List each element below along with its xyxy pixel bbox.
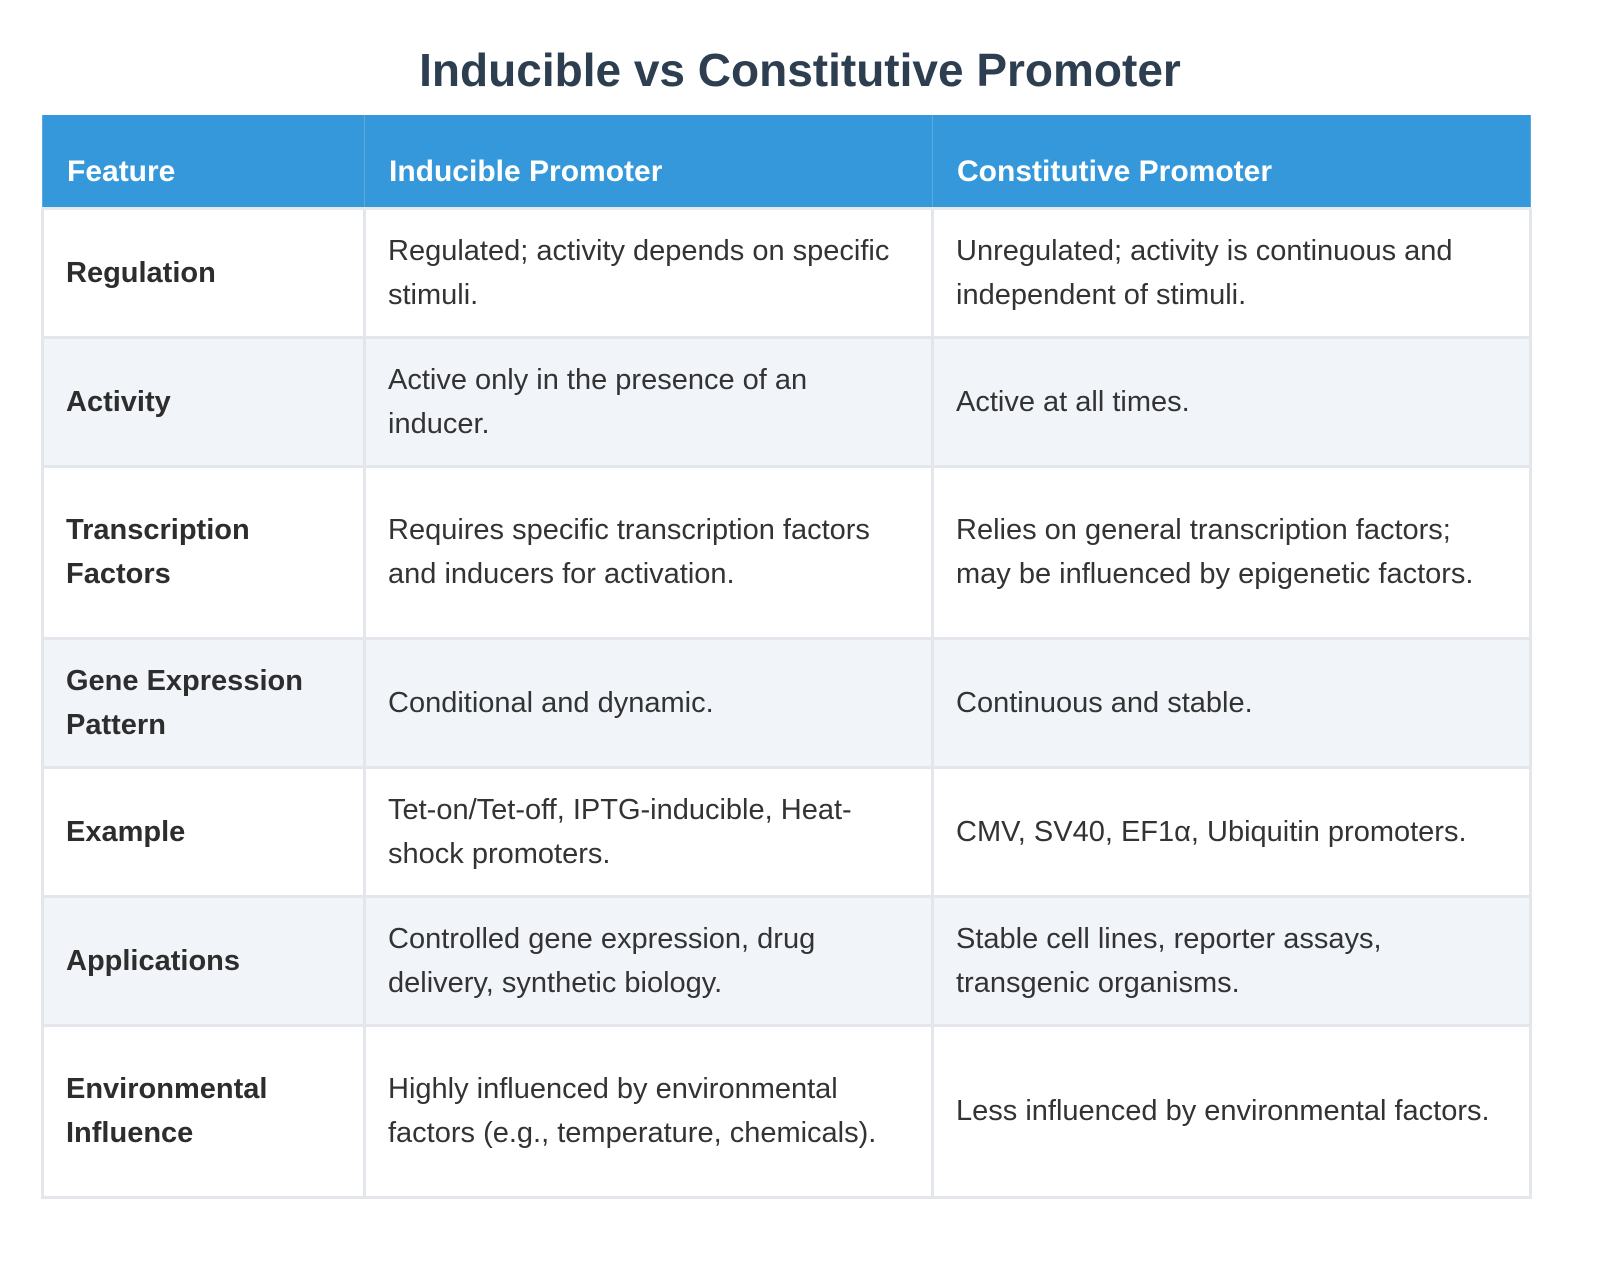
constitutive-cell: Active at all times.: [931, 335, 1532, 468]
inducible-cell: Active only in the presence of an induce…: [363, 335, 934, 468]
comparison-table: Feature Inducible Promoter Constitutive …: [41, 115, 1532, 1199]
constitutive-cell: Continuous and stable.: [931, 636, 1532, 769]
table-row: Transcription Factors Requires specific …: [41, 464, 1532, 640]
feature-cell: Activity: [41, 335, 366, 468]
feature-cell: Gene Expression Pattern: [41, 636, 366, 769]
feature-cell: Transcription Factors: [41, 464, 366, 640]
constitutive-cell: Less influenced by environmental factors…: [931, 1023, 1532, 1199]
table-row: Gene Expression Pattern Conditional and …: [41, 636, 1532, 769]
inducible-cell: Highly influenced by environmental facto…: [363, 1023, 934, 1199]
feature-cell: Applications: [41, 894, 366, 1027]
table-row: Regulation Regulated; activity depends o…: [41, 206, 1532, 339]
table-row: Applications Controlled gene expression,…: [41, 894, 1532, 1027]
constitutive-cell: CMV, SV40, EF1α, Ubiquitin promoters.: [931, 765, 1532, 898]
feature-cell: Regulation: [41, 206, 366, 339]
inducible-cell: Conditional and dynamic.: [363, 636, 934, 769]
header-constitutive-promoter: Constitutive Promoter: [932, 115, 1531, 210]
header-row: Feature Inducible Promoter Constitutive …: [42, 115, 1531, 210]
table-header: Feature Inducible Promoter Constitutive …: [42, 115, 1531, 210]
constitutive-cell: Stable cell lines, reporter assays, tran…: [931, 894, 1532, 1027]
inducible-cell: Requires specific transcription factors …: [363, 464, 934, 640]
feature-cell: Environmental Influence: [41, 1023, 366, 1199]
constitutive-cell: Unregulated; activity is continuous and …: [931, 206, 1532, 339]
header-feature: Feature: [42, 115, 365, 210]
table-row: Environmental Influence Highly influence…: [41, 1023, 1532, 1199]
inducible-cell: Regulated; activity depends on specific …: [363, 206, 934, 339]
feature-cell: Example: [41, 765, 366, 898]
comparison-table-container: Feature Inducible Promoter Constitutive …: [41, 115, 1532, 1199]
table-row: Activity Active only in the presence of …: [41, 335, 1532, 468]
inducible-cell: Controlled gene expression, drug deliver…: [363, 894, 934, 1027]
header-inducible-promoter: Inducible Promoter: [364, 115, 933, 210]
table-row: Example Tet-on/Tet-off, IPTG-inducible, …: [41, 765, 1532, 898]
page-title: Inducible vs Constitutive Promoter: [419, 44, 1181, 96]
inducible-cell: Tet-on/Tet-off, IPTG-inducible, Heat-sho…: [363, 765, 934, 898]
constitutive-cell: Relies on general transcription factors;…: [931, 464, 1532, 640]
table-body: Regulation Regulated; activity depends o…: [41, 206, 1532, 1199]
